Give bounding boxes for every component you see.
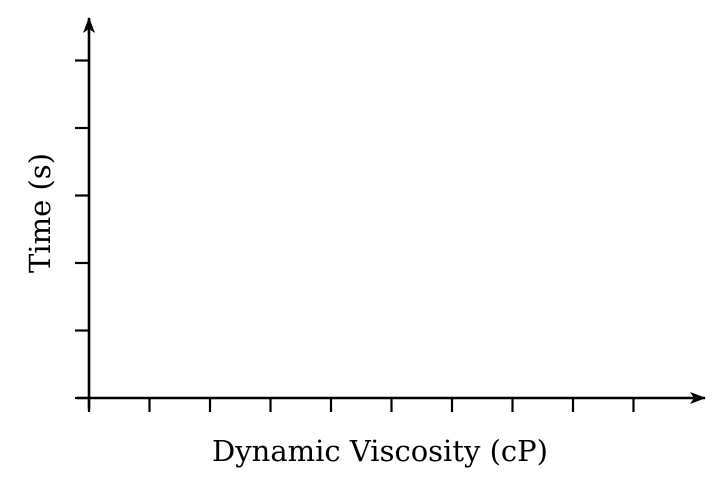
y-axis-ticks: [75, 59, 89, 400]
y-axis-label: Time (s): [23, 153, 57, 273]
plot-area: [75, 17, 706, 412]
x-axis-label: Dynamic Viscosity (cP): [212, 434, 548, 468]
x-axis-ticks: [87, 398, 635, 412]
